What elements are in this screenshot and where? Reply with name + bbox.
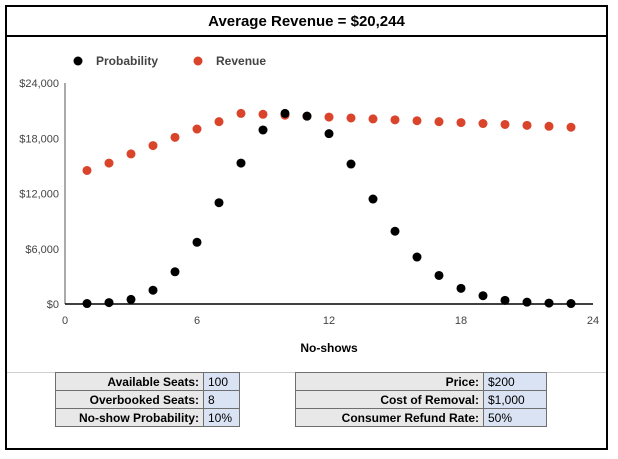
param-label: Consumer Refund Rate:: [295, 408, 484, 427]
data-point: [236, 108, 246, 118]
data-point: [544, 121, 554, 131]
param-label: No-show Probability:: [55, 408, 204, 427]
data-point: [500, 119, 510, 129]
data-point: [148, 285, 158, 295]
legend: Probability Revenue: [73, 54, 266, 68]
data-point: [500, 295, 510, 305]
data-point: [522, 120, 532, 130]
param-value[interactable]: 50%: [483, 408, 547, 427]
x-tick-label: 6: [194, 315, 200, 327]
data-point: [192, 124, 202, 134]
param-value[interactable]: 8: [203, 390, 240, 409]
chart-title: Average Revenue = $20,244: [7, 7, 606, 37]
data-point: [412, 116, 422, 126]
data-point: [346, 159, 356, 169]
data-point: [390, 226, 400, 236]
data-point: [214, 117, 224, 127]
data-point: [324, 129, 334, 139]
legend-marker: [73, 56, 83, 66]
data-point: [544, 298, 554, 308]
data-point: [126, 149, 136, 159]
x-tick-label: 0: [62, 315, 68, 327]
legend-label: Probability: [96, 54, 158, 68]
param-row-consumer-refund-rate: Consumer Refund Rate: 50%: [295, 408, 547, 427]
data-point: [566, 299, 576, 309]
data-point: [368, 194, 378, 204]
data-point: [412, 252, 422, 262]
data-point: [368, 114, 378, 124]
data-point: [214, 198, 224, 208]
data-point: [236, 158, 246, 168]
axes: $0 $6,000 $12,000 $18,000 $24,000 0 6 12 18 24 No-…: [19, 78, 599, 355]
param-row-cost-of-removal: Cost of Removal: $1,000: [295, 390, 547, 409]
data-point: [302, 111, 312, 121]
parameters-right-table: Price: $200 Cost of Removal: $1,000 Cons…: [295, 372, 547, 427]
data-point: [258, 125, 268, 135]
data-point: [390, 115, 400, 125]
param-label: Overbooked Seats:: [55, 390, 204, 409]
param-label: Price:: [295, 372, 484, 391]
data-point: [148, 141, 158, 151]
param-value[interactable]: $200: [483, 372, 547, 391]
data-point: [346, 113, 356, 123]
x-tick-label: 24: [587, 315, 599, 327]
data-point: [258, 109, 268, 119]
data-point: [126, 294, 136, 304]
data-point: [170, 132, 180, 142]
param-row-available-seats: Available Seats: 100: [55, 372, 240, 391]
x-axis-label: No-shows: [300, 341, 358, 355]
data-point: [104, 298, 114, 308]
legend-label: Revenue: [216, 54, 266, 68]
data-point: [478, 291, 488, 301]
param-row-price: Price: $200: [295, 372, 547, 391]
param-label: Available Seats:: [55, 372, 204, 391]
data-point: [170, 267, 180, 277]
data-point: [280, 108, 290, 118]
param-value[interactable]: 100: [203, 372, 240, 391]
y-tick-label: $0: [47, 299, 59, 311]
y-tick-label: $24,000: [19, 78, 59, 90]
data-point: [566, 122, 576, 132]
plot-panel: $0 $6,000 $12,000 $18,000 $24,000 0 6 12 18 24 No-…: [7, 37, 606, 373]
data-point: [434, 117, 444, 127]
data-point: [82, 165, 92, 175]
y-tick-label: $12,000: [19, 189, 59, 201]
x-tick-label: 12: [323, 315, 335, 327]
data-point: [192, 237, 202, 247]
data-point: [522, 297, 532, 307]
data-point: [82, 299, 92, 309]
param-label: Cost of Removal:: [295, 390, 484, 409]
parameters-left-table: Available Seats: 100 Overbooked Seats: 8…: [55, 372, 240, 427]
chart-frame: Average Revenue = $20,244 $0 $6,000 $12,00…: [5, 5, 608, 450]
x-tick-label: 18: [455, 315, 467, 327]
param-row-no-show-probability: No-show Probability: 10%: [55, 408, 240, 427]
legend-marker: [193, 56, 203, 66]
data-point: [324, 112, 334, 122]
data-point: [478, 119, 488, 129]
data-point: [456, 118, 466, 128]
data-points: [82, 108, 576, 309]
data-point: [434, 270, 444, 280]
data-point: [104, 158, 114, 168]
param-value[interactable]: 10%: [203, 408, 240, 427]
y-tick-label: $6,000: [25, 244, 59, 256]
y-tick-label: $18,000: [19, 133, 59, 145]
scatter-chart: $0 $6,000 $12,000 $18,000 $24,000 0 6 12 18 24 No-…: [19, 54, 599, 355]
param-value[interactable]: $1,000: [483, 390, 547, 409]
data-point: [456, 283, 466, 293]
param-row-overbooked-seats: Overbooked Seats: 8: [55, 390, 240, 409]
